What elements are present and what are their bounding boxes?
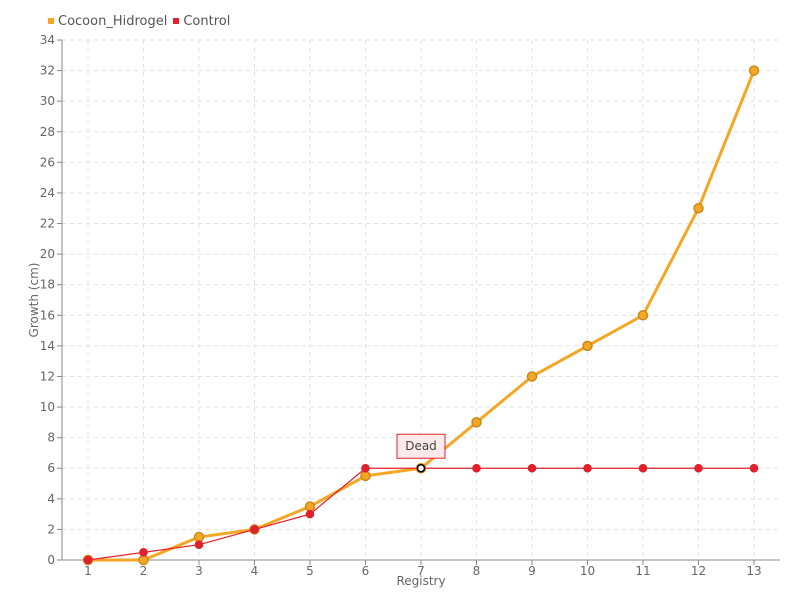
point-cocoon-hidrogel-13 bbox=[748, 65, 760, 76]
y-tick-label-20: 20 bbox=[40, 247, 55, 261]
point-cocoon-hidrogel-11 bbox=[637, 310, 649, 321]
x-tick-label-11: 11 bbox=[635, 564, 650, 578]
annotation-tooltip-0: Dead bbox=[396, 433, 446, 459]
point-control-3 bbox=[194, 540, 204, 550]
point-control-11 bbox=[638, 463, 648, 473]
x-tick-label-10: 10 bbox=[580, 564, 595, 578]
y-tick-label-10: 10 bbox=[40, 400, 55, 414]
x-axis-title: Registry bbox=[396, 574, 445, 588]
legend: Cocoon_Hidrogel Control bbox=[48, 12, 236, 30]
y-axis-title: Growth (cm) bbox=[27, 263, 41, 338]
point-control-8 bbox=[472, 463, 481, 473]
point-control-4 bbox=[250, 525, 259, 534]
annotation-box-0 bbox=[396, 433, 446, 459]
y-tick-label-26: 26 bbox=[40, 155, 55, 169]
point-control-2 bbox=[139, 548, 148, 557]
point-control-13 bbox=[749, 463, 759, 473]
annotations-layer: Dead bbox=[396, 433, 446, 473]
x-tick-label-3: 3 bbox=[195, 564, 203, 578]
point-control-12 bbox=[694, 463, 703, 473]
legend-label-cocoon-hidrogel: Cocoon_Hidrogel bbox=[58, 13, 168, 29]
y-tick-label-12: 12 bbox=[40, 369, 55, 383]
x-tick-label-8: 8 bbox=[473, 564, 481, 578]
point-cocoon-hidrogel-8 bbox=[471, 417, 482, 428]
y-tick-label-8: 8 bbox=[47, 431, 55, 445]
x-tick-label-9: 9 bbox=[528, 564, 536, 578]
point-control-9 bbox=[527, 463, 537, 473]
point-control-5 bbox=[305, 509, 315, 519]
y-tick-label-30: 30 bbox=[40, 94, 55, 108]
legend-swatch-cocoon-hidrogel bbox=[48, 18, 54, 24]
y-tick-label-16: 16 bbox=[40, 308, 55, 322]
point-cocoon-hidrogel-9 bbox=[526, 371, 538, 382]
y-tick-label-34: 34 bbox=[40, 33, 55, 47]
y-tick-label-2: 2 bbox=[47, 522, 55, 536]
x-tick-label-6: 6 bbox=[362, 564, 370, 578]
x-tick-label-7: 7 bbox=[417, 564, 425, 578]
point-cocoon-hidrogel-6 bbox=[360, 470, 371, 482]
y-tick-label-24: 24 bbox=[40, 186, 55, 200]
point-cocoon-hidrogel-10 bbox=[582, 340, 593, 352]
legend-swatch-control bbox=[173, 18, 180, 24]
legend-item-control[interactable]: Control bbox=[173, 14, 230, 29]
point-control-10 bbox=[583, 463, 592, 473]
point-cocoon-hidrogel-3 bbox=[193, 531, 205, 543]
y-tick-label-22: 22 bbox=[40, 217, 55, 231]
x-tick-label-2: 2 bbox=[140, 564, 148, 578]
point-cocoon-hidrogel-12 bbox=[693, 202, 704, 214]
point-control-6 bbox=[361, 463, 370, 473]
y-tick-label-14: 14 bbox=[40, 339, 55, 353]
legend-label-control: Control bbox=[183, 13, 231, 29]
x-tick-label-13: 13 bbox=[746, 564, 761, 578]
y-tick-label-4: 4 bbox=[47, 492, 55, 506]
point-cocoon-hidrogel-5 bbox=[304, 501, 316, 512]
x-tick-label-12: 12 bbox=[691, 564, 706, 578]
annotation-marker-0 bbox=[416, 463, 426, 473]
y-tick-label-6: 6 bbox=[47, 461, 55, 475]
annotation-text-0: Dead bbox=[405, 439, 437, 453]
y-tick-label-0: 0 bbox=[47, 553, 55, 567]
y-tick-label-28: 28 bbox=[40, 125, 55, 139]
x-tick-label-1: 1 bbox=[84, 564, 92, 578]
y-tick-label-32: 32 bbox=[40, 64, 55, 78]
y-tick-label-18: 18 bbox=[40, 278, 55, 292]
x-tick-label-4: 4 bbox=[251, 564, 259, 578]
point-control-1 bbox=[83, 555, 93, 565]
grid bbox=[62, 39, 780, 560]
x-tick-label-5: 5 bbox=[306, 564, 314, 578]
legend-item-cocoon-hidrogel[interactable]: Cocoon_Hidrogel bbox=[48, 14, 167, 29]
point-cocoon-hidrogel-2 bbox=[138, 554, 149, 566]
